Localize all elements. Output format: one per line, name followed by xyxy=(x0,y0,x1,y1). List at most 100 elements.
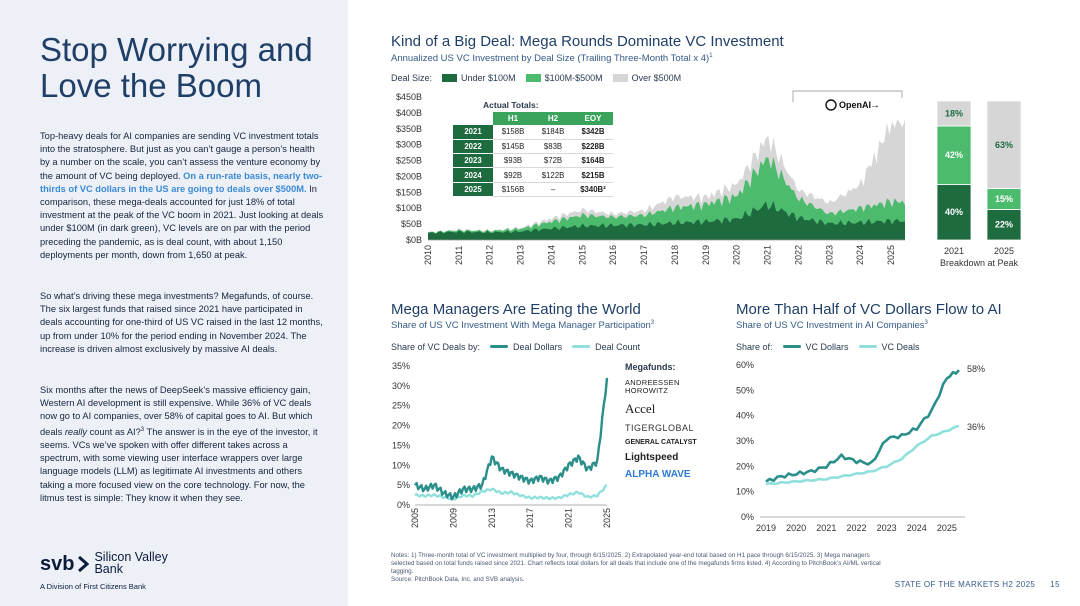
y-tick-label: $350B xyxy=(396,124,422,134)
x-tick-label: 2009 xyxy=(448,508,458,528)
x-tick-label: 2019 xyxy=(756,523,776,533)
chart2-subtitle-sup: 3 xyxy=(650,320,655,326)
legend-item-deal-count: Deal Count xyxy=(595,342,641,352)
legend-label: Share of VC Deals by: xyxy=(391,342,481,352)
footer: STATE OF THE MARKETS H2 2025 15 xyxy=(880,580,1060,589)
chevron-logo-icon xyxy=(78,555,90,573)
y-tick-label: $150B xyxy=(396,187,422,197)
totals-h2: $72B xyxy=(533,153,573,169)
y-tick-label: $100B xyxy=(396,203,422,213)
megafund-lightspeed: Lightspeed xyxy=(625,452,679,463)
end-label-vc-deals: 36% xyxy=(967,422,985,432)
para3-text-c: The answer is in the eye of the investor… xyxy=(40,426,318,503)
x-tick-label: 2024 xyxy=(907,523,927,533)
chart1-subtitle-text: Annualized US VC Investment by Deal Size… xyxy=(391,53,710,65)
y-tick-label: 30% xyxy=(392,381,410,391)
x-tick-label: 2023 xyxy=(877,523,897,533)
y-tick-label: 10% xyxy=(736,487,754,497)
breakdown-over-500m xyxy=(986,100,1022,189)
breakdown-label: 40% xyxy=(945,207,963,217)
y-tick-label: 0% xyxy=(741,512,754,522)
totals-h1: $93B xyxy=(493,153,533,169)
chart1-subtitle: Annualized US VC Investment by Deal Size… xyxy=(391,53,713,64)
chart3-subtitle: Share of US VC Investment in AI Companie… xyxy=(736,320,928,331)
x-tick-label: 2017 xyxy=(525,508,535,528)
breakdown-year: 2025 xyxy=(994,246,1014,256)
x-tick-label: 2013 xyxy=(516,245,526,265)
legend-item-vc-dollars: VC Dollars xyxy=(805,342,849,352)
paragraph-3: Six months after the news of DeepSeek’s … xyxy=(40,384,324,505)
totals-year: 2023 xyxy=(453,153,493,169)
y-tick-label: 15% xyxy=(392,440,410,450)
breakdown-label: 42% xyxy=(945,150,963,160)
line-deal-dollars xyxy=(414,377,609,501)
totals-eoy: $215B xyxy=(573,167,613,183)
x-tick-label: 2024 xyxy=(855,245,865,265)
x-tick-label: 2021 xyxy=(763,245,773,265)
end-label-vc-dollars: 58% xyxy=(967,364,985,374)
totals-table: Actual Totals: H1 H2 EOY 2021 $158B $184B $34… xyxy=(453,100,613,197)
x-tick-label: 2021 xyxy=(564,508,574,528)
y-tick-label: 25% xyxy=(392,401,410,411)
page-title: Stop Worrying and Love the Boom xyxy=(40,31,313,104)
logo-svb: svb xyxy=(40,553,75,575)
chart3-line-chart: 0% 10% 20% 30% 40% 50% 60% 2019 2020 2021 2022 2023… xyxy=(736,360,985,533)
x-tick-label: 2013 xyxy=(487,508,497,528)
totals-eoy: $228B xyxy=(573,139,613,155)
chart3-title: More Than Half of VC Dollars Flow to AI xyxy=(736,301,1002,318)
legend-item-vc-deals: VC Deals xyxy=(881,342,920,352)
x-tick-label: 2022 xyxy=(793,245,803,265)
chart1-area-chart: $0B $50B $100B $150B $200B $250B $300B $350B $40… xyxy=(396,90,905,265)
para1-highlight: On a run-rate basis, nearly two-thirds o… xyxy=(40,170,323,194)
totals-header-eoy: EOY xyxy=(573,112,613,125)
logo-line-1: Silicon Valley xyxy=(94,550,168,564)
legend-label: Deal Size: xyxy=(391,73,433,83)
left-panel: Stop Worrying and Love the Boom Top-heav… xyxy=(0,0,348,606)
totals-h2: $83B xyxy=(533,139,573,155)
breakdown-title: Breakdown at Peak xyxy=(940,258,1019,268)
x-tick-label: 2011 xyxy=(454,246,464,265)
legend-item-100m-500m: $100M-$500M xyxy=(544,73,603,83)
paragraph-2: So what’s driving these mega investments… xyxy=(40,291,323,354)
openai-arrow: → xyxy=(870,100,880,111)
x-tick-label: 2005 xyxy=(410,508,420,528)
y-tick-label: 10% xyxy=(392,460,410,470)
y-tick-label: 60% xyxy=(736,360,754,370)
x-tick-label: 2022 xyxy=(846,523,866,533)
openai-annotation: OpenAI xyxy=(839,100,871,110)
x-tick-label: 2025 xyxy=(602,508,612,528)
x-tick-label: 2025 xyxy=(937,523,957,533)
chart2-subtitle-text: Share of US VC Investment With Mega Mana… xyxy=(391,320,651,332)
chart3-legend: Share of: VC Dollars VC Deals xyxy=(736,342,920,352)
source-text: Source: PitchBook Data, Inc. and SVB ana… xyxy=(391,576,525,583)
y-tick-label: $0B xyxy=(406,235,422,245)
svb-logo: svb Silicon Valley Bank xyxy=(40,551,168,576)
x-tick-label: 2015 xyxy=(577,245,587,265)
totals-row: 2024 $92B $122B $215B xyxy=(453,167,613,183)
y-tick-label: $200B xyxy=(396,171,422,181)
paragraph-1: Top-heavy deals for AI companies are sen… xyxy=(40,130,324,262)
para3-emphasis: really xyxy=(64,426,88,437)
breakdown-year: 2021 xyxy=(944,246,964,256)
breakdown-label: 15% xyxy=(995,194,1013,204)
legend-label: Share of: xyxy=(736,342,773,352)
logo-subtitle: A Division of First Citizens Bank xyxy=(40,582,146,591)
legend-item-deal-dollars: Deal Dollars xyxy=(513,342,563,352)
totals-h1: $158B xyxy=(493,125,533,140)
megafund-general-catalyst: GENERAL CATALYST xyxy=(625,439,697,446)
breakdown-label: 18% xyxy=(945,109,963,119)
x-tick-label: 2021 xyxy=(816,523,836,533)
bracket-2021 xyxy=(792,90,903,102)
totals-eoy: $342B xyxy=(573,125,613,140)
chart2-legend: Share of VC Deals by: Deal Dollars Deal Co… xyxy=(391,342,640,352)
totals-row: 2023 $93B $72B $164B xyxy=(453,153,613,169)
breakdown-label: 22% xyxy=(995,220,1013,230)
totals-corner xyxy=(453,112,493,125)
legend-line-vc-dollars xyxy=(782,345,801,348)
totals-h2: – xyxy=(533,182,573,197)
y-tick-label: 5% xyxy=(397,480,410,490)
chart2-title: Mega Managers Are Eating the World xyxy=(391,301,641,318)
megafund-tiger: TIGERGLOBAL xyxy=(625,423,695,433)
chart1-breakdown-bars: 40% 42% 18% 2021 22% 15% 63% 2025 Breakdown at P… xyxy=(936,100,1022,268)
breakdown-under-100m xyxy=(986,209,1022,241)
